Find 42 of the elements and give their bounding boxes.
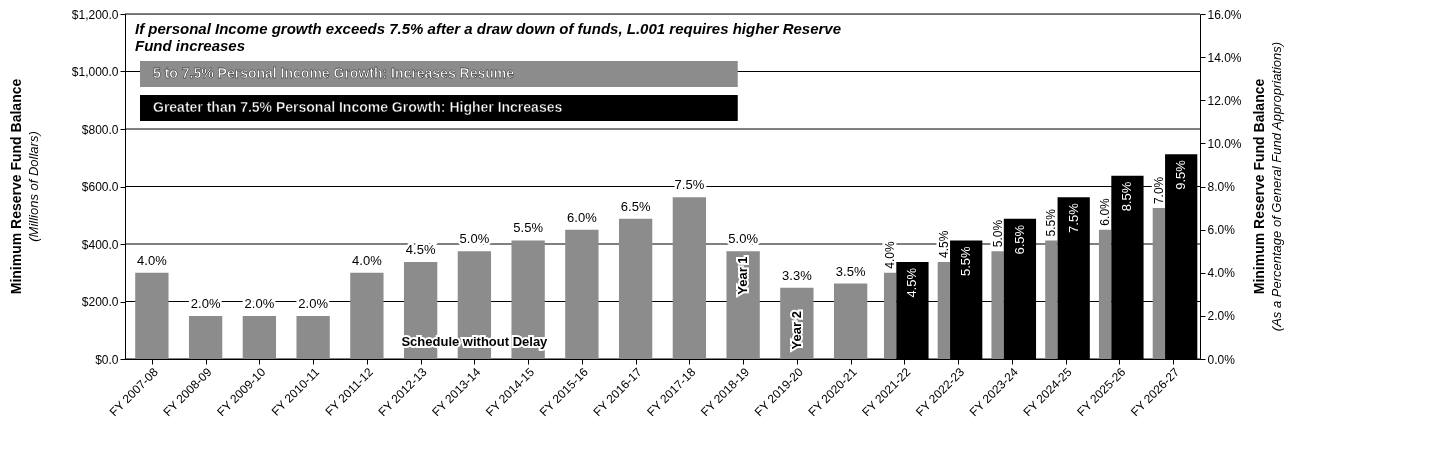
data-label: 6.0% (1098, 197, 1113, 226)
data-label: 4.0% (137, 252, 168, 268)
data-label: 4.5% (904, 267, 920, 298)
y-tick-label: $800.0 (81, 122, 119, 137)
data-label: 5.0% (990, 219, 1005, 248)
y-tick-label: $1,200.0 (71, 7, 119, 22)
y-tick-label: $600.0 (81, 180, 119, 194)
data-label: 5.0% (728, 231, 759, 247)
data-label: 5.0% (459, 231, 490, 247)
data-label: 5.5% (958, 245, 974, 277)
y2-tick-label: 6.0% (1207, 223, 1236, 238)
data-label: 6.5% (1011, 224, 1027, 255)
data-label: 9.5% (1173, 159, 1189, 190)
data-label: 6.0% (567, 209, 598, 225)
y-tick-label: $0.0 (95, 352, 119, 367)
data-label: 4.0% (352, 252, 383, 268)
data-label: 4.5% (405, 241, 436, 257)
data-label: 3.3% (782, 267, 813, 283)
text: If personal Income growth exceeds 7.5% after a draw down of funds, L.001 requires higher Reserve Fund increases (135, 20, 842, 54)
data-label: 7.0% (1151, 176, 1166, 205)
data-label: 7.5% (1065, 202, 1081, 233)
y2-tick-label: 8.0% (1207, 180, 1236, 194)
y2-axis-title: Minimum Reserve Fund Balance (As a Percentage of General Fund Appropriations) (1251, 41, 1284, 332)
y-axis-title: Minimum Reserve Fund Balance (Millions of Dollars) (8, 78, 41, 295)
data-label: 5.5% (513, 220, 544, 236)
y2-tick-label: 10.0% (1207, 136, 1242, 151)
text: Greater than 7.5% Personal Income Growth: Higher Increases (153, 99, 563, 115)
y-tick-label: $400.0 (81, 237, 119, 252)
y2-tick-label: 4.0% (1207, 266, 1236, 281)
y2-tick-label: 14.0% (1207, 50, 1242, 65)
data-label: 6.5% (620, 198, 651, 214)
data-label: 8.5% (1119, 181, 1135, 212)
y2-tick-label: 16.0% (1207, 7, 1242, 22)
y2-tick-label: 12.0% (1207, 93, 1242, 108)
y2-tick-label: 0.0% (1207, 352, 1236, 367)
data-label: 4.0% (883, 241, 898, 269)
y2-tick-label: 2.0% (1207, 309, 1236, 324)
y-tick-label: $1,000.0 (71, 65, 119, 79)
y-tick-label: $200.0 (81, 295, 119, 309)
data-label: 4.5% (936, 230, 951, 258)
data-label: 3.5% (835, 263, 866, 279)
data-label: 5.5% (1044, 208, 1059, 237)
